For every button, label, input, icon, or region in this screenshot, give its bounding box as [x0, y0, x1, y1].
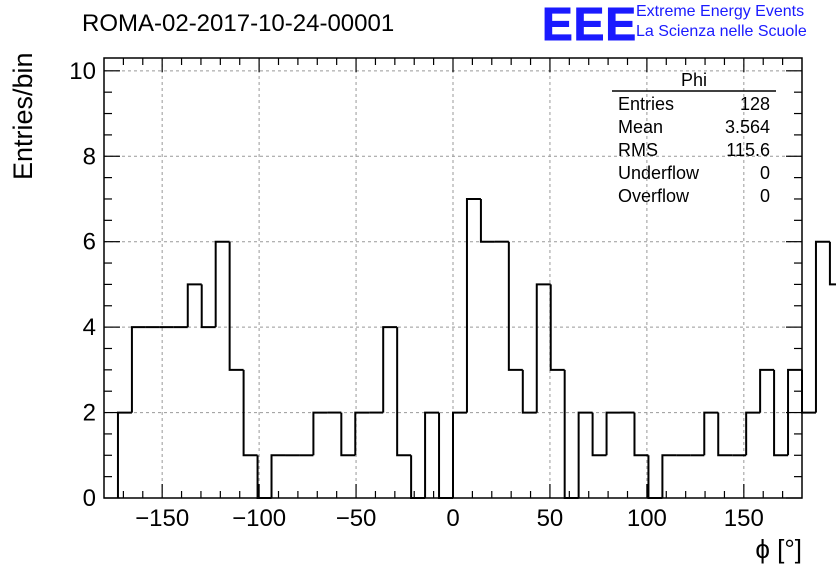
histogram-bin [396, 327, 412, 457]
tick-labels: −150 −100 −50 0 50 100 150 0 2 4 6 8 10 [69, 58, 764, 532]
x-tick-label: 50 [537, 505, 564, 532]
histogram-bin [214, 240, 230, 328]
histogram-bin [633, 412, 649, 457]
y-tick-label: 4 [83, 314, 96, 341]
logo-line-2: La Scienza nelle Scuole [636, 23, 807, 40]
histogram-bin [773, 369, 789, 457]
histogram-bin [354, 411, 370, 456]
histogram-bin [130, 326, 146, 413]
histogram-bin [242, 369, 258, 457]
y-tick-label: 8 [83, 143, 96, 170]
histogram-bin [200, 284, 216, 329]
histogram-bin [605, 411, 621, 456]
histogram-bin [535, 283, 551, 413]
histogram-bin [828, 241, 836, 286]
histogram-bin [549, 284, 565, 371]
histogram-bin [452, 411, 467, 498]
histogram-bin [591, 412, 607, 457]
histogram-bin [340, 412, 356, 457]
histogram-bin [759, 368, 775, 413]
histogram-bin [717, 412, 733, 457]
histogram-bin [312, 411, 328, 456]
stats-value: 115.6 [726, 140, 770, 160]
histogram-bin [382, 326, 398, 413]
x-tick-label: −100 [232, 505, 286, 532]
histogram-bin [577, 411, 593, 498]
stats-box: Phi Entries 128 Mean 3.564 RMS 115.6 Underflow 0… [612, 70, 776, 206]
y-tick-label: 6 [83, 229, 96, 256]
stats-label: Overflow [618, 186, 690, 206]
histogram-bin [479, 198, 495, 243]
histogram-bin [270, 454, 286, 498]
histogram-bin [703, 411, 719, 456]
logo-line-1: Extreme Energy Events [636, 3, 805, 20]
x-tick-label: 100 [627, 505, 667, 532]
y-tick-label: 0 [83, 485, 96, 512]
histogram-bin [186, 283, 202, 328]
x-tick-label: −50 [336, 505, 377, 532]
stats-value: 0 [760, 163, 770, 183]
histogram-bin [424, 411, 440, 498]
histogram-bin [507, 241, 523, 371]
x-axis-label: ϕ [°] [755, 534, 802, 564]
stats-value: 0 [760, 186, 770, 206]
histogram-bin [745, 411, 761, 456]
histogram-bin [465, 197, 481, 413]
histogram-bin [814, 240, 830, 413]
histogram-bin [438, 412, 453, 499]
stats-label: Underflow [618, 163, 700, 183]
x-tick-label: −150 [135, 505, 189, 532]
histogram-bin [410, 455, 426, 499]
histogram-bin [661, 454, 677, 498]
stats-title: Phi [681, 70, 707, 90]
y-tick-label: 10 [69, 58, 96, 85]
stats-label: RMS [618, 140, 658, 160]
histogram-bin [801, 369, 816, 414]
histogram-bin [647, 455, 663, 499]
stats-label: Entries [618, 94, 674, 114]
x-tick-label: 150 [724, 505, 764, 532]
histogram-bin [228, 241, 244, 371]
stats-label: Mean [618, 117, 663, 137]
chart-title: ROMA-02-2017-10-24-00001 [82, 10, 395, 37]
histogram-bin [563, 369, 579, 499]
x-tick-label: 0 [446, 505, 459, 532]
y-tick-label: 2 [83, 400, 96, 427]
stats-value: 128 [740, 94, 770, 114]
stats-value: 3.564 [725, 117, 770, 137]
histogram-bin [116, 411, 132, 498]
histogram-bin [521, 369, 537, 414]
axis-ticks [104, 58, 802, 499]
eee-logo: EEE [541, 0, 638, 50]
